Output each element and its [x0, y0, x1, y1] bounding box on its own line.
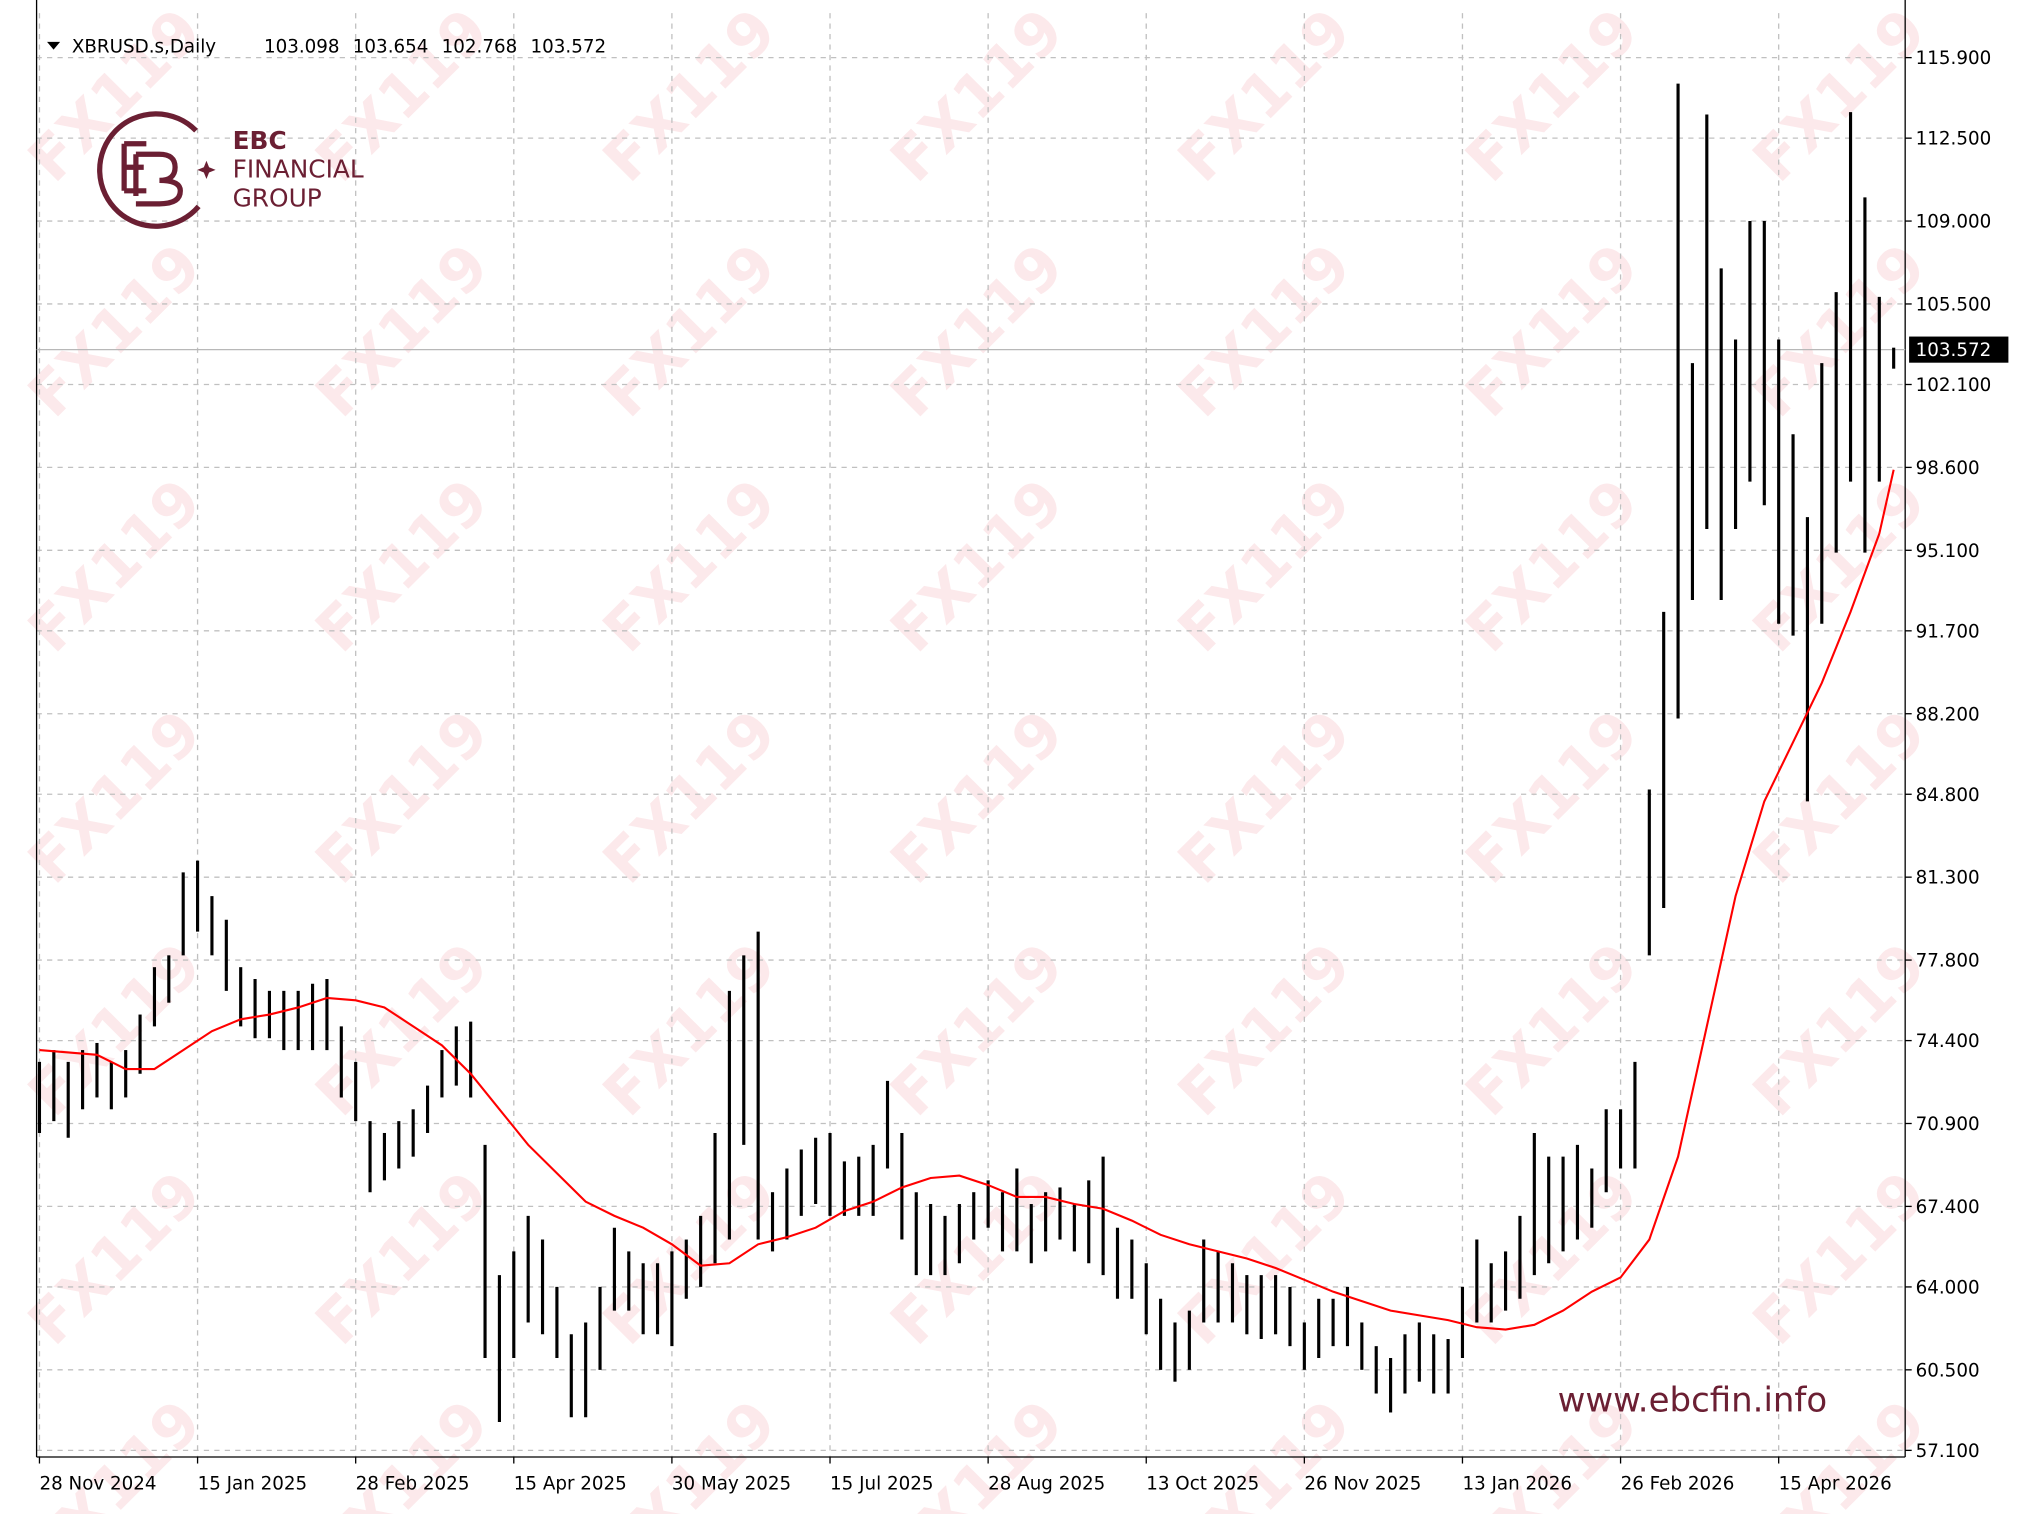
x-tick-label: 28 Nov 2024: [39, 1474, 156, 1495]
y-tick-label: 109.000: [1916, 212, 1992, 233]
ohlc-open: 103.098: [264, 36, 340, 57]
brand-line: FINANCIAL: [233, 155, 364, 184]
x-tick-label: 26 Feb 2026: [1621, 1474, 1735, 1495]
plot: 103.572: [36, 83, 2009, 1422]
y-tick-label: 98.600: [1916, 458, 1980, 479]
symbol: XBRUSD.s,Daily: [72, 36, 216, 57]
ohlc-high: 103.654: [353, 36, 429, 57]
x-tick-label: 13 Oct 2025: [1146, 1474, 1259, 1495]
ohlc-low: 102.768: [442, 36, 518, 57]
y-tick-label: 95.100: [1916, 541, 1980, 562]
y-tick-label: 77.800: [1916, 951, 1980, 972]
x-tick-label: 13 Jan 2026: [1462, 1474, 1572, 1495]
y-tick-label: 74.400: [1916, 1031, 1980, 1052]
y-tick-label: 84.800: [1916, 785, 1980, 806]
logo-mark: [121, 141, 183, 207]
y-tick-label: 88.200: [1916, 704, 1980, 725]
x-tick-label: 26 Nov 2025: [1304, 1474, 1421, 1495]
y-tick-label: 67.400: [1916, 1197, 1980, 1218]
y-tick-label: 60.500: [1916, 1360, 1980, 1381]
y-tick-label: 64.000: [1916, 1277, 1980, 1298]
y-tick-label: 57.100: [1916, 1441, 1980, 1462]
brand-line: EBC: [233, 126, 287, 155]
y-tick-label: 115.900: [1916, 48, 1992, 69]
last-price-box: [1909, 336, 2009, 363]
x-tick-label: 28 Feb 2025: [356, 1474, 470, 1495]
website: www.ebcfin.info: [1558, 1380, 1828, 1420]
y-tick-label: 91.700: [1916, 621, 1980, 642]
y-tick-label: 112.500: [1916, 129, 1992, 150]
menu-arrow: [47, 41, 61, 50]
x-tick-label: 15 Jul 2025: [830, 1474, 933, 1495]
logo-star: [197, 160, 216, 180]
y-tick-label: 102.100: [1916, 375, 1992, 396]
logo: [97, 111, 216, 229]
y-tick-label: 70.900: [1916, 1114, 1980, 1135]
y-tick-label: 105.500: [1916, 294, 1992, 315]
x-tick-label: 30 May 2025: [672, 1474, 791, 1495]
x-tick-label: 15 Apr 2025: [514, 1474, 627, 1495]
grid: 57.100 60.500 64.000 67.400 70.900 74.400 77.8…: [35, 0, 1992, 1495]
logo-ring: [97, 111, 201, 229]
last-price-label: 103.572: [1916, 340, 1992, 361]
x-tick-label: 28 Aug 2025: [988, 1474, 1105, 1495]
y-tick-label: 81.300: [1916, 868, 1980, 889]
x-tick-label: 15 Jan 2025: [198, 1474, 308, 1495]
ohlc-close: 103.572: [531, 36, 607, 57]
moving-average: [39, 469, 1895, 1331]
x-tick-label: 15 Apr 2026: [1779, 1474, 1892, 1495]
brand-line: GROUP: [233, 183, 322, 212]
